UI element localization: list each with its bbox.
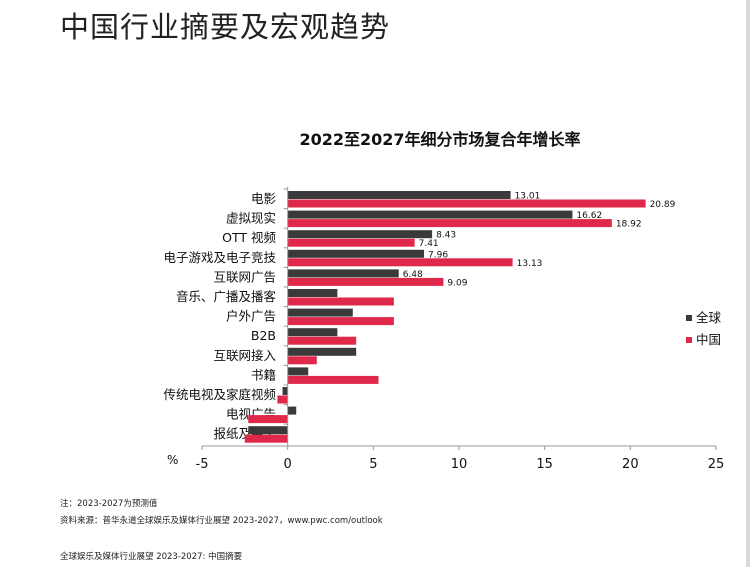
data-label: 18.92 — [616, 220, 642, 230]
category-label: 传统电视及家庭视频 — [163, 387, 276, 402]
bar-global — [287, 406, 297, 415]
bar-china — [287, 356, 317, 365]
x-tick-label: -5 — [196, 457, 209, 472]
data-label: 20.89 — [650, 200, 676, 210]
category-label: 书籍 — [251, 367, 276, 382]
bar-global — [287, 289, 338, 297]
bar-global — [248, 426, 288, 435]
data-label: 7.41 — [419, 239, 439, 249]
slide-edge — [746, 0, 750, 567]
legend-label: 全球 — [696, 310, 722, 325]
category-label: 电子游戏及电子竞技 — [163, 250, 276, 265]
bar-global — [282, 387, 288, 395]
legend-label: 中国 — [696, 332, 721, 347]
data-label: 8.43 — [436, 231, 456, 241]
bar-china — [287, 238, 415, 247]
bar-china — [287, 317, 394, 326]
category-label: 户外广告 — [226, 309, 276, 324]
category-label: 互联网接入 — [213, 348, 276, 363]
bar-global — [287, 347, 357, 356]
x-tick-label: 5 — [369, 457, 377, 472]
bar-china — [244, 434, 288, 443]
x-tick-label: 10 — [451, 457, 468, 472]
bar-china — [248, 415, 288, 424]
category-label: 电影 — [251, 191, 277, 206]
bar-china — [287, 199, 646, 208]
x-tick-label: 15 — [536, 457, 553, 472]
bar-global — [287, 230, 433, 239]
data-label: 13.13 — [517, 259, 543, 269]
bar-china — [287, 219, 612, 228]
category-label: OTT 视频 — [222, 230, 276, 245]
bar-global — [287, 191, 511, 199]
page-title: 中国行业摘要及宏观趋势 — [60, 10, 391, 44]
data-label: 7.96 — [428, 250, 448, 260]
category-label: 互联网广告 — [213, 269, 276, 284]
data-label: 6.48 — [403, 270, 423, 280]
forecast-note: 注：2023-2027为预测值 — [60, 499, 158, 509]
bar-global — [287, 308, 353, 317]
bar-china — [287, 336, 357, 345]
legend-swatch — [686, 315, 692, 321]
bar-global — [287, 269, 399, 278]
bar-china — [287, 375, 379, 384]
category-label: 音乐、广播及播客 — [176, 289, 277, 304]
data-label: 9.09 — [447, 278, 467, 288]
category-label: 虚拟现实 — [226, 211, 276, 226]
bar-global — [287, 249, 425, 258]
chart-title: 2022至2027年细分市场复合年增长率 — [299, 130, 581, 149]
x-tick-label: 0 — [284, 457, 292, 472]
x-tick-label: 25 — [708, 457, 725, 472]
bar-china — [287, 277, 444, 286]
bar-global — [287, 210, 573, 219]
legend-swatch — [686, 337, 692, 343]
bar-global — [287, 367, 309, 376]
source-note: 资料来源：普华永道全球娱乐及媒体行业展望 2023-2027，www.pwc.c… — [60, 516, 383, 526]
bar-china — [287, 258, 513, 267]
category-label: B2B — [251, 328, 276, 343]
bar-china — [277, 395, 288, 404]
x-axis-label: % — [167, 453, 178, 467]
bar-china — [287, 297, 394, 306]
bar-global — [287, 328, 338, 337]
footer-text: 全球娱乐及媒体行业展望 2023-2027: 中国摘要 — [60, 552, 243, 562]
data-label: 16.62 — [576, 211, 602, 221]
data-label: 13.01 — [515, 192, 541, 202]
x-tick-label: 20 — [622, 457, 639, 472]
